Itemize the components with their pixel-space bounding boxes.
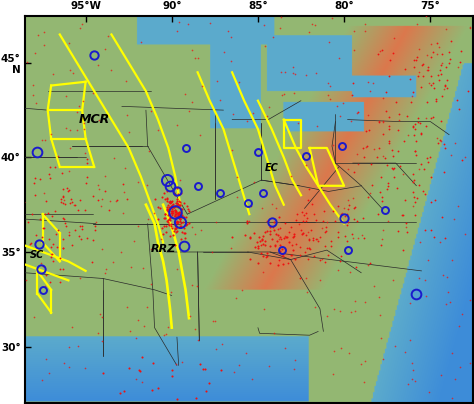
- Text: SC: SC: [30, 250, 45, 260]
- Text: EC: EC: [265, 163, 279, 173]
- Text: MCR: MCR: [79, 114, 110, 126]
- Text: RRZ: RRZ: [150, 244, 176, 254]
